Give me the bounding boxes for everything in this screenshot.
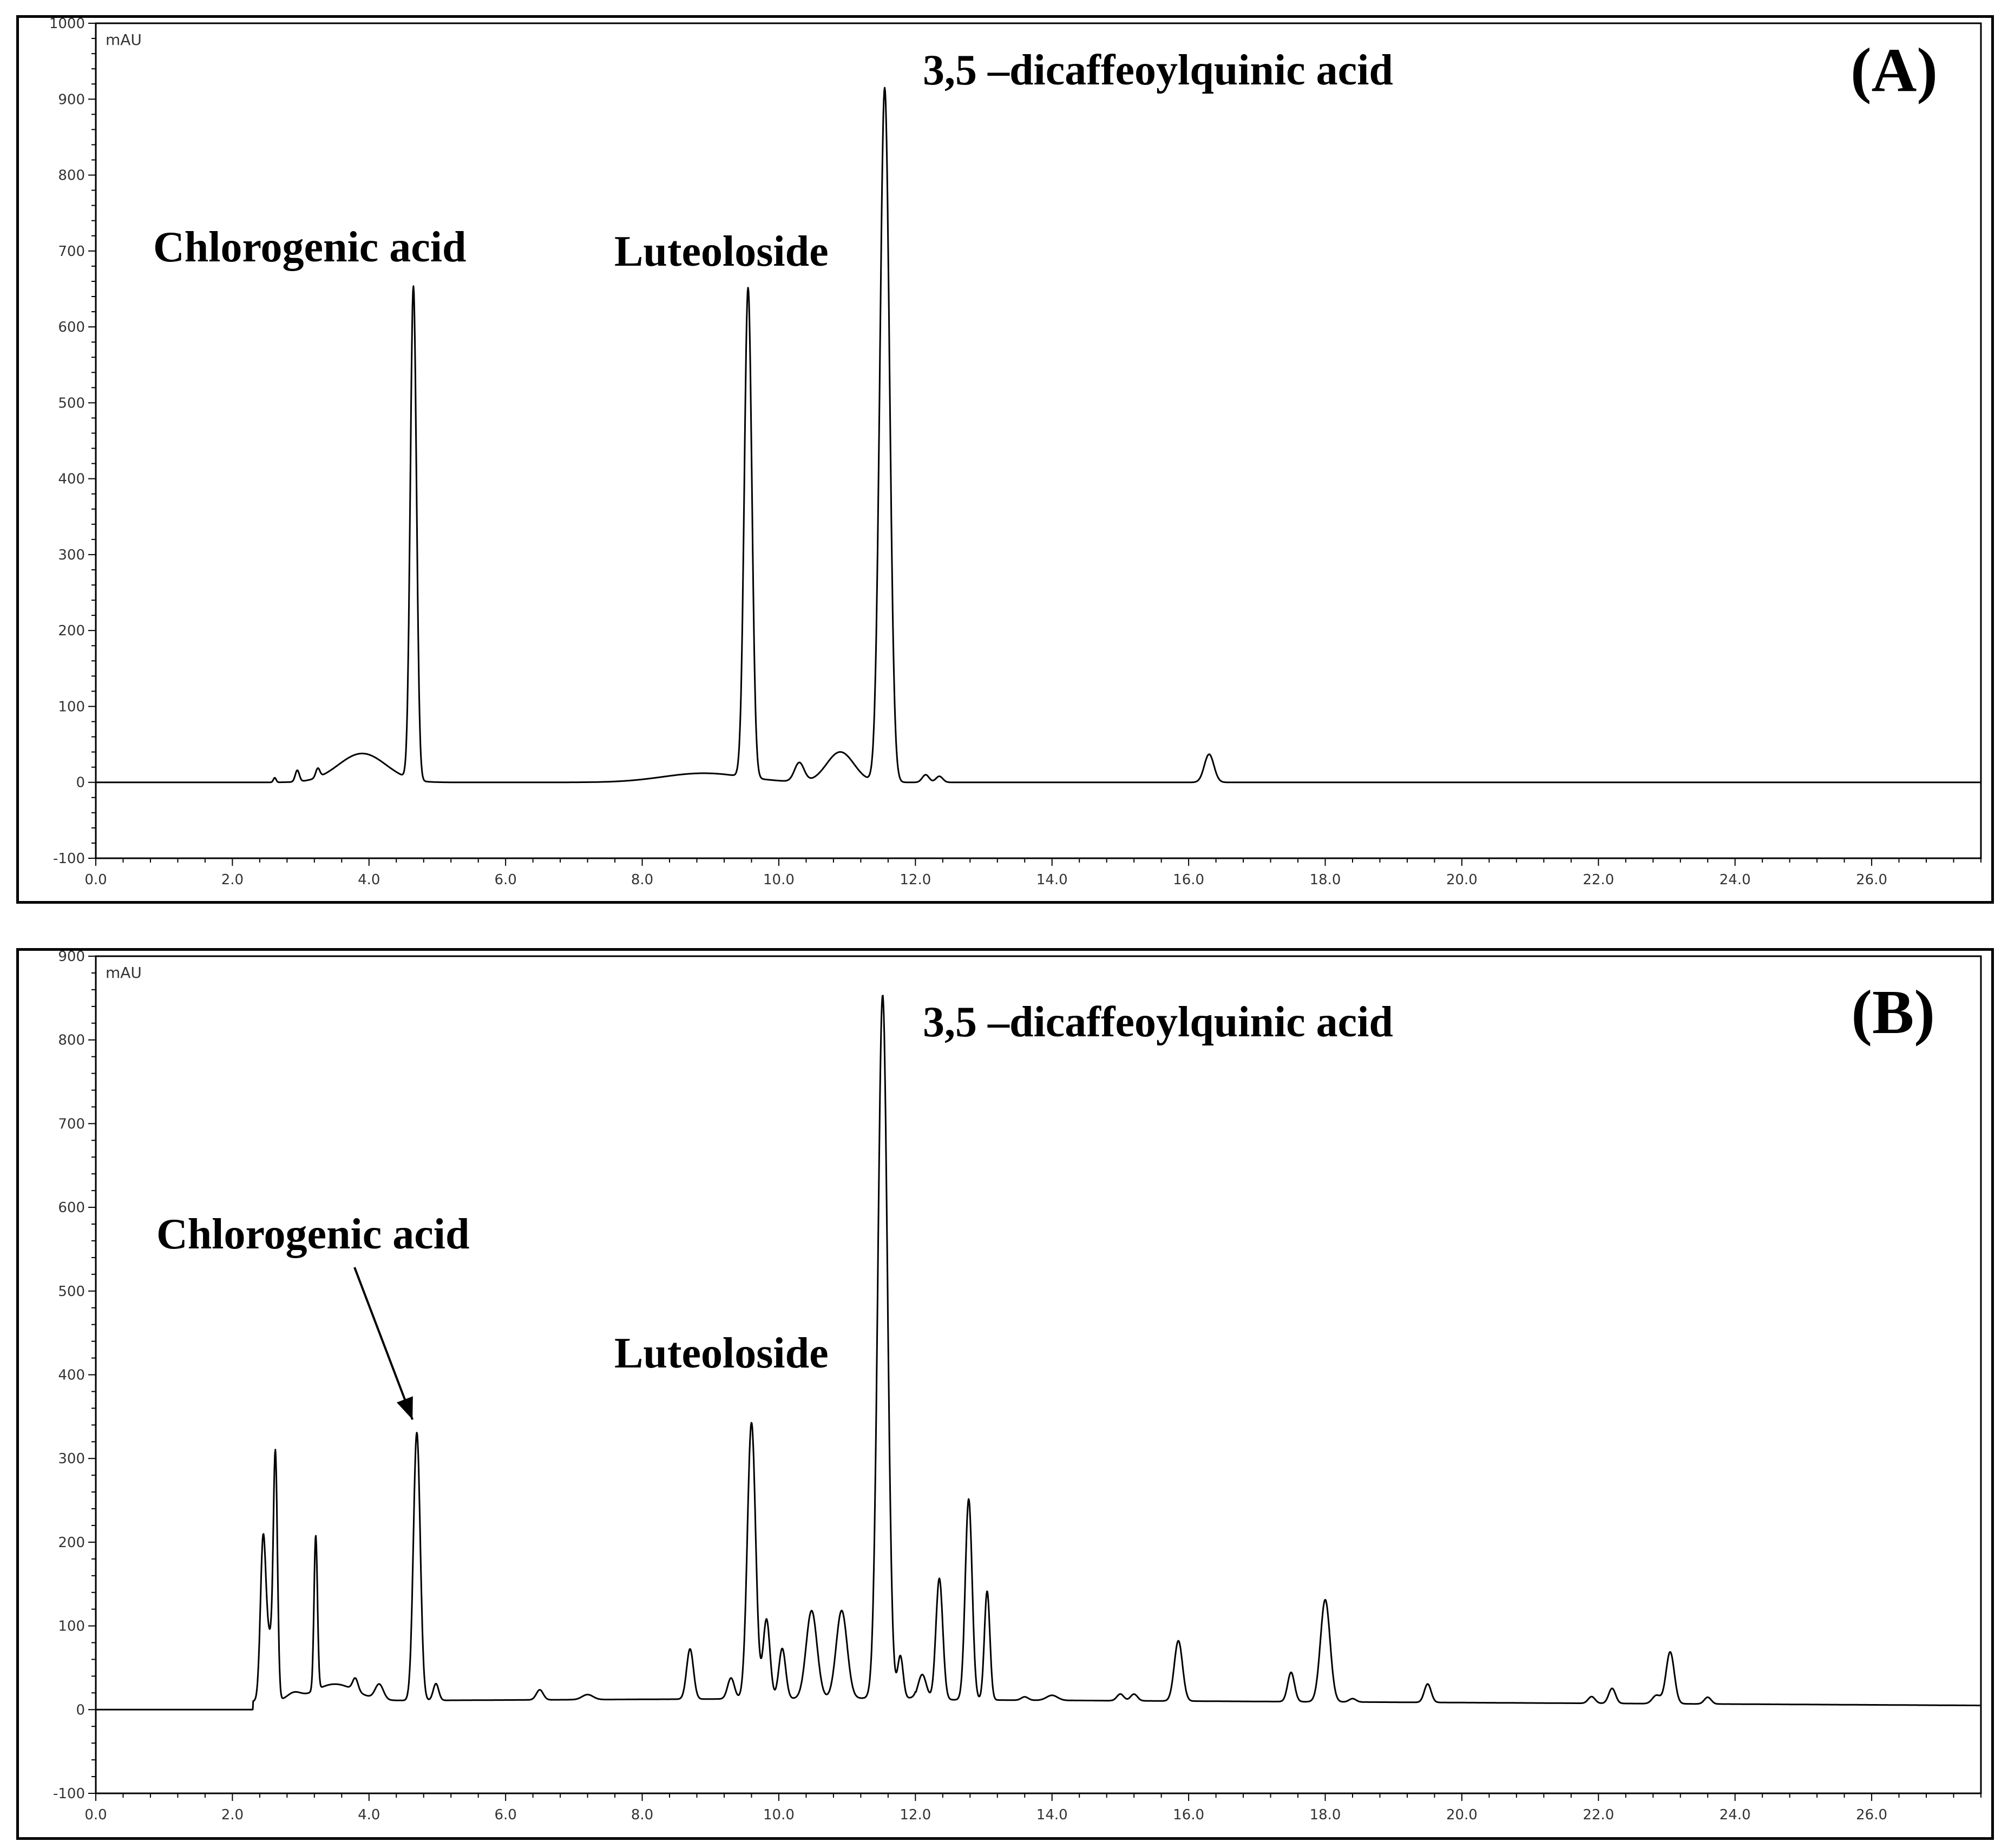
chromatogram-trace [95, 995, 1981, 1711]
x-tick-label: 8.0 [631, 1807, 653, 1823]
y-tick-label: -100 [53, 1786, 85, 1802]
annotation-arrow [353, 1267, 414, 1420]
y-tick-label: 700 [58, 244, 85, 260]
peak-apex [293, 1694, 294, 1695]
x-tick-label: 24.0 [1720, 1807, 1751, 1823]
y-tick-label: 100 [58, 699, 85, 715]
peak-apex [317, 773, 318, 774]
x-tick-label: 0.0 [84, 872, 107, 888]
x-tick-label: 20.0 [1446, 1807, 1478, 1823]
y-tick-label: 200 [58, 1535, 85, 1551]
x-tick-label: 22.0 [1583, 872, 1614, 888]
y-tick-label: 100 [58, 1619, 85, 1635]
y-tick-label: 400 [58, 1367, 85, 1384]
x-tick-label: 2.0 [221, 872, 244, 888]
chromatogram-b-plot: -100 0 100 200 300 400 500 600 700 800 900 0.0 2.0 4.… [53, 951, 1982, 1823]
x-tick-label: 26.0 [1856, 872, 1887, 888]
peak-label: 3,5 –dicaffeoylquinic acid [923, 998, 1393, 1046]
y-tick-label: -100 [53, 851, 85, 867]
y-tick-label: 0 [76, 775, 85, 791]
y-tick-label: 1000 [49, 18, 85, 32]
y-tick-label: 200 [58, 623, 85, 639]
x-tick-label: 18.0 [1310, 1807, 1341, 1823]
y-tick-label: 900 [58, 91, 85, 108]
peak-label: 3,5 –dicaffeoylquinic acid [923, 47, 1393, 94]
x-tick-label: 10.0 [763, 872, 795, 888]
x-tick-label: 12.0 [900, 1807, 931, 1823]
peak-label: Chlorogenic acid [156, 1211, 470, 1258]
x-tick-label: 14.0 [1036, 872, 1068, 888]
peak-apex [270, 1642, 271, 1643]
x-tick-label: 0.0 [84, 1807, 107, 1823]
y-tick-label: 800 [58, 1032, 85, 1049]
x-tick-label: 2.0 [221, 1807, 244, 1823]
unit-label: mAU [106, 31, 142, 49]
x-tick-label: 12.0 [900, 872, 931, 888]
y-tick-label: 500 [58, 395, 85, 411]
x-tick-label: 16.0 [1173, 1807, 1204, 1823]
chromatogram-panel-a: -100 0 100 200 300 400 500 600 700 800 900 1000 0.0 2… [16, 15, 1994, 904]
chromatogram-trace [95, 87, 1981, 784]
y-tick-label: 0 [76, 1702, 85, 1718]
x-tick-label: 4.0 [358, 872, 380, 888]
x-tick-label: 14.0 [1036, 1807, 1068, 1823]
peak-apex [379, 1685, 380, 1686]
y-tick-label: 600 [58, 319, 85, 336]
unit-label: mAU [106, 964, 142, 982]
panel-label: (A) [1850, 36, 1938, 105]
chromatogram-panel-b: -100 0 100 200 300 400 500 600 700 800 900 0.0 2.0 4.… [16, 948, 1994, 1840]
x-tick-label: 6.0 [494, 1807, 516, 1823]
y-tick-label: 300 [58, 1451, 85, 1467]
y-tick-label: 300 [58, 547, 85, 563]
x-tick-label: 16.0 [1173, 872, 1204, 888]
plot-frame [95, 955, 1982, 1794]
y-tick-label: 600 [58, 1200, 85, 1216]
x-tick-label: 20.0 [1446, 872, 1478, 888]
peak-apex [355, 1688, 356, 1689]
y-tick-label: 800 [58, 168, 85, 184]
chromatogram-a-plot: -100 0 100 200 300 400 500 600 700 800 900 1000 0.0 2… [49, 18, 1982, 888]
x-tick-label: 22.0 [1583, 1807, 1614, 1823]
peak-label: Luteoloside [614, 1330, 829, 1377]
panel-label: (B) [1851, 978, 1935, 1047]
y-tick-label: 500 [58, 1284, 85, 1300]
peak-label: Chlorogenic acid [153, 223, 467, 271]
x-tick-label: 10.0 [763, 1807, 795, 1823]
x-tick-label: 4.0 [358, 1807, 380, 1823]
x-tick-label: 26.0 [1856, 1807, 1887, 1823]
y-tick-label: 900 [58, 951, 85, 965]
x-tick-label: 8.0 [631, 872, 653, 888]
arrow-head [396, 1396, 413, 1420]
x-tick-label: 18.0 [1310, 872, 1341, 888]
x-tick-label: 6.0 [494, 872, 516, 888]
y-tick-label: 700 [58, 1116, 85, 1132]
y-tick-label: 400 [58, 471, 85, 488]
x-tick-label: 24.0 [1720, 872, 1751, 888]
peak-label: Luteoloside [614, 228, 829, 275]
plot-frame [95, 22, 1982, 859]
